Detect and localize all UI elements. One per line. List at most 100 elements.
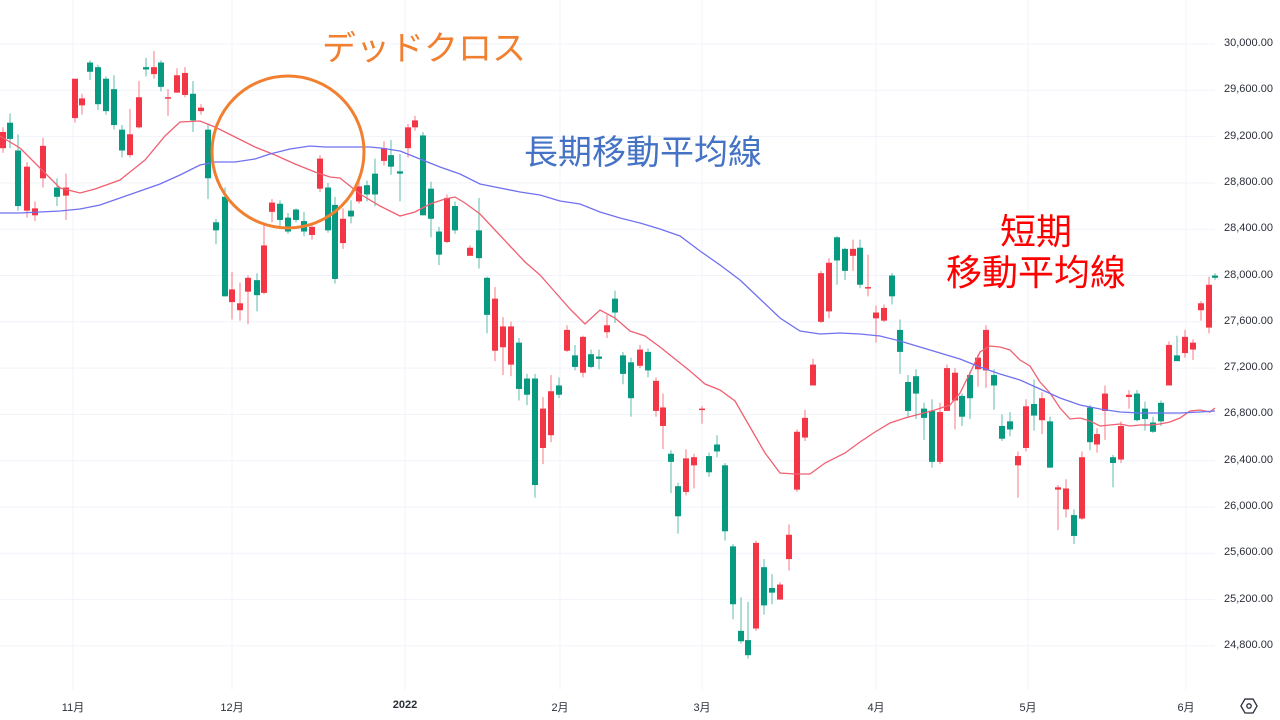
candle[interactable]	[205, 123, 211, 200]
candle[interactable]	[516, 338, 522, 401]
candle[interactable]	[476, 197, 482, 269]
candle[interactable]	[405, 123, 411, 158]
candle[interactable]	[802, 409, 808, 442]
candle[interactable]	[730, 544, 736, 620]
candle[interactable]	[72, 78, 78, 123]
candle[interactable]	[675, 482, 681, 534]
candle[interactable]	[834, 236, 840, 285]
candle[interactable]	[826, 258, 832, 319]
candle[interactable]	[580, 335, 586, 378]
candle[interactable]	[293, 208, 299, 223]
candle[interactable]	[548, 375, 554, 443]
candle[interactable]	[444, 194, 450, 244]
candle[interactable]	[309, 224, 315, 240]
candle[interactable]	[905, 375, 911, 417]
candle[interactable]	[572, 344, 578, 371]
candle[interactable]	[340, 208, 346, 249]
candle[interactable]	[1087, 405, 1093, 451]
candle[interactable]	[753, 540, 759, 631]
candle[interactable]	[190, 81, 196, 132]
candle[interactable]	[1174, 335, 1180, 362]
candle[interactable]	[794, 429, 800, 492]
candle[interactable]	[95, 64, 101, 110]
candle[interactable]	[983, 325, 989, 388]
candle[interactable]	[325, 182, 331, 233]
candle[interactable]	[999, 414, 1005, 442]
candle[interactable]	[381, 141, 387, 166]
candle[interactable]	[1182, 329, 1188, 358]
settings-hex-icon[interactable]	[1240, 697, 1258, 715]
candle[interactable]	[881, 304, 887, 322]
candle[interactable]	[484, 276, 490, 334]
candle[interactable]	[564, 325, 570, 352]
candle[interactable]	[865, 254, 871, 297]
candle[interactable]	[777, 582, 783, 600]
candle[interactable]	[668, 450, 674, 494]
candle[interactable]	[857, 239, 863, 289]
candle[interactable]	[1031, 379, 1037, 431]
candle[interactable]	[452, 201, 458, 234]
candle[interactable]	[645, 348, 651, 378]
candle[interactable]	[769, 574, 775, 605]
candle[interactable]	[182, 67, 188, 98]
candle[interactable]	[1094, 428, 1100, 453]
candle[interactable]	[492, 287, 498, 362]
candle[interactable]	[269, 199, 275, 223]
candle[interactable]	[174, 68, 180, 93]
candle[interactable]	[691, 453, 697, 489]
candle[interactable]	[913, 369, 919, 420]
candle[interactable]	[1166, 341, 1172, 386]
candle[interactable]	[198, 104, 204, 115]
candle[interactable]	[637, 344, 643, 369]
candle[interactable]	[761, 559, 767, 615]
candle[interactable]	[937, 402, 943, 465]
candle[interactable]	[79, 93, 85, 115]
candle[interactable]	[699, 406, 705, 424]
candle[interactable]	[436, 226, 442, 266]
candle[interactable]	[714, 435, 720, 458]
candle[interactable]	[745, 601, 751, 659]
candle[interactable]	[285, 212, 291, 234]
candle[interactable]	[508, 321, 514, 377]
candle[interactable]	[873, 305, 879, 343]
candle[interactable]	[127, 108, 133, 158]
candle[interactable]	[842, 247, 848, 281]
candle[interactable]	[1142, 401, 1148, 431]
candle[interactable]	[660, 393, 666, 450]
candle[interactable]	[103, 76, 109, 115]
candle[interactable]	[596, 349, 602, 370]
candle[interactable]	[532, 373, 538, 498]
candle[interactable]	[556, 377, 562, 399]
candle[interactable]	[0, 127, 6, 153]
candle[interactable]	[1055, 485, 1061, 531]
candle[interactable]	[222, 187, 228, 297]
candle[interactable]	[277, 200, 283, 227]
candle[interactable]	[1206, 276, 1212, 334]
candle[interactable]	[119, 125, 125, 158]
candle[interactable]	[245, 275, 251, 325]
candle[interactable]	[1023, 399, 1029, 452]
candle[interactable]	[604, 314, 610, 339]
candle[interactable]	[397, 153, 403, 202]
candle[interactable]	[229, 272, 235, 320]
candle[interactable]	[991, 369, 997, 410]
candle[interactable]	[348, 200, 354, 224]
candle[interactable]	[32, 201, 38, 222]
candle[interactable]	[850, 239, 856, 271]
candle[interactable]	[1212, 273, 1218, 281]
candle[interactable]	[786, 524, 792, 571]
candle[interactable]	[540, 397, 546, 465]
candle[interactable]	[301, 211, 307, 237]
candle[interactable]	[151, 50, 157, 79]
candle[interactable]	[1102, 385, 1108, 440]
candle[interactable]	[213, 218, 219, 245]
candle[interactable]	[420, 131, 426, 216]
candle[interactable]	[388, 140, 394, 175]
candle[interactable]	[1015, 451, 1021, 498]
candle[interactable]	[588, 349, 594, 369]
candle[interactable]	[706, 452, 712, 477]
candle[interactable]	[1039, 392, 1045, 435]
candle[interactable]	[1198, 300, 1204, 321]
